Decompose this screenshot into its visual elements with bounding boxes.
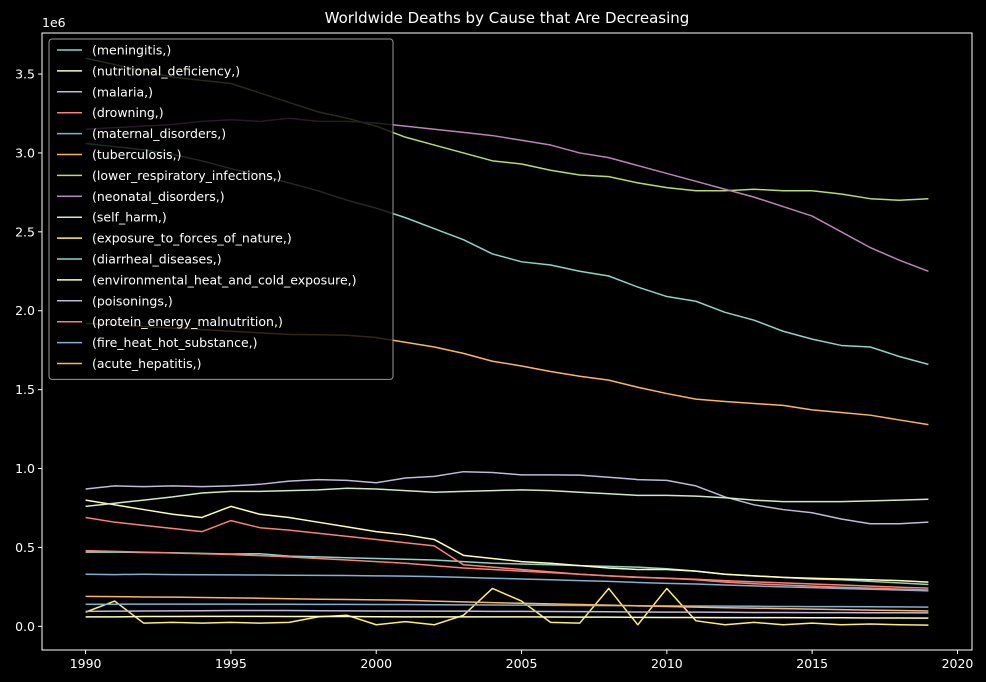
- y-tick-label: 3.5: [15, 67, 35, 82]
- series-line-nutritional-deficiency: [85, 499, 929, 583]
- series-line-environmental-heat-and-cold-exposure: [85, 615, 929, 619]
- legend-label: (fire_heat_hot_substance,): [92, 335, 257, 350]
- series-line-poisonings: [85, 609, 929, 614]
- x-tick-label: 1995: [215, 656, 247, 671]
- series-line-maternal-disorders: [85, 573, 929, 592]
- legend-label: (nutritional_deficiency,): [92, 63, 240, 78]
- legend-label: (maternal_disorders,): [92, 126, 226, 141]
- legend-label: (poisonings,): [92, 293, 173, 308]
- legend-label: (meningitis,): [92, 43, 171, 58]
- y-axis: 0.0 0.5 1.0 1.5 2.0 2.5 3.0 3.5: [15, 67, 42, 634]
- legend-label: (tuberculosis,): [92, 147, 181, 162]
- legend-label: (lower_respiratory_infections,): [92, 168, 282, 183]
- legend-label: (drowning,): [92, 105, 164, 120]
- series-lines: [85, 57, 929, 626]
- x-tick-label: 2020: [942, 656, 974, 671]
- series-line-malaria: [85, 470, 929, 525]
- legend: (meningitis,) (nutritional_deficiency,) (m…: [48, 38, 394, 380]
- series-line-self-harm: [85, 487, 929, 508]
- legend-label: (neonatal_disorders,): [92, 189, 225, 204]
- x-tick-label: 2015: [796, 656, 828, 671]
- legend-label: (environmental_heat_and_cold_exposure,): [92, 272, 357, 287]
- y-tick-label: 0.0: [15, 619, 35, 634]
- x-tick-label: 2010: [651, 656, 683, 671]
- legend-label: (protein_energy_malnutrition,): [92, 314, 283, 329]
- legend-label: (acute_hepatitis,): [92, 356, 202, 371]
- x-tick-label: 1990: [70, 656, 102, 671]
- y-tick-label: 3.0: [15, 145, 35, 160]
- x-axis: 1990 1995 2000 2005 2010 2015 2020: [70, 650, 974, 671]
- series-line-exposure-to-forces-of-nature: [85, 587, 929, 626]
- legend-label: (malaria,): [92, 84, 153, 99]
- y-tick-label: 0.5: [15, 540, 35, 555]
- y-offset-label: 1e6: [42, 15, 66, 30]
- legend-label: (exposure_to_forces_of_nature,): [92, 231, 292, 246]
- y-tick-label: 2.5: [15, 224, 35, 239]
- x-tick-label: 2005: [506, 656, 538, 671]
- y-tick-label: 2.0: [15, 303, 35, 318]
- plot-frame: [41, 32, 973, 651]
- y-tick-label: 1.0: [15, 461, 35, 476]
- legend-box: [48, 38, 394, 380]
- series-line-protein-energy-malnutrition: [85, 549, 929, 589]
- series-line-fire-heat-hot-substance: [85, 603, 929, 608]
- series-line-drowning: [85, 516, 929, 591]
- chart-title: Worldwide Deaths by Cause that Are Decre…: [325, 9, 690, 27]
- y-tick-label: 1.5: [15, 382, 35, 397]
- legend-label: (diarrheal_diseases,): [92, 252, 222, 267]
- legend-label: (self_harm,): [92, 210, 167, 225]
- series-line-acute-hepatitis: [85, 595, 929, 612]
- x-tick-label: 2000: [360, 656, 392, 671]
